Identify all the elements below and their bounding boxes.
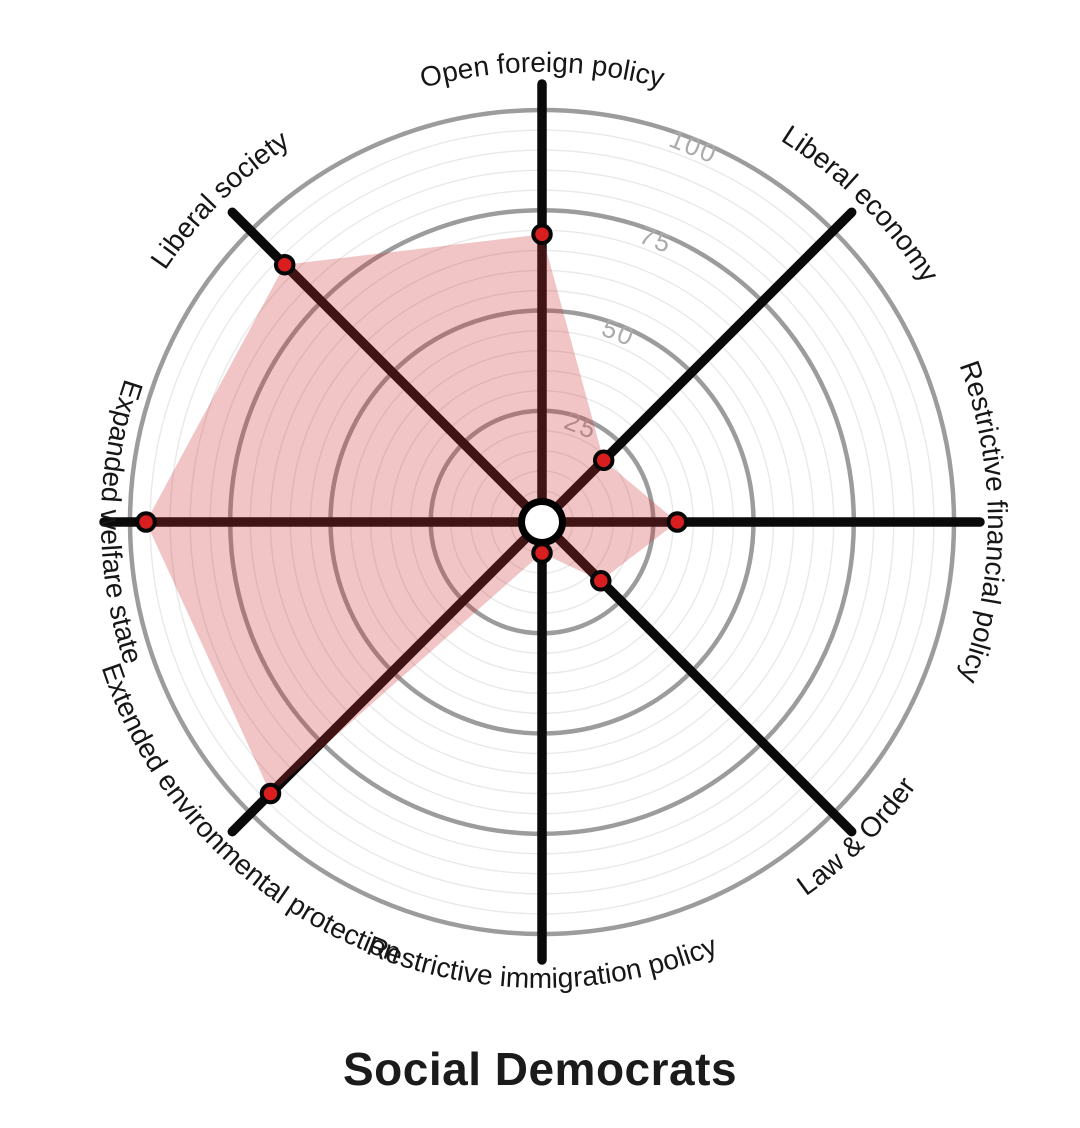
axis-line bbox=[227, 517, 547, 837]
data-point bbox=[531, 223, 553, 246]
tick-label: 100 bbox=[665, 123, 722, 169]
data-point bbox=[592, 449, 615, 472]
center-hub bbox=[518, 498, 566, 546]
data-point bbox=[135, 511, 157, 533]
data-point bbox=[273, 253, 296, 276]
data-point bbox=[590, 570, 612, 592]
chart-title: Social Democrats bbox=[342, 1043, 738, 1095]
data-point bbox=[531, 542, 553, 564]
data-polygon bbox=[146, 234, 678, 794]
data-point bbox=[259, 782, 282, 805]
axis-line bbox=[537, 207, 857, 527]
data-point bbox=[666, 511, 689, 533]
